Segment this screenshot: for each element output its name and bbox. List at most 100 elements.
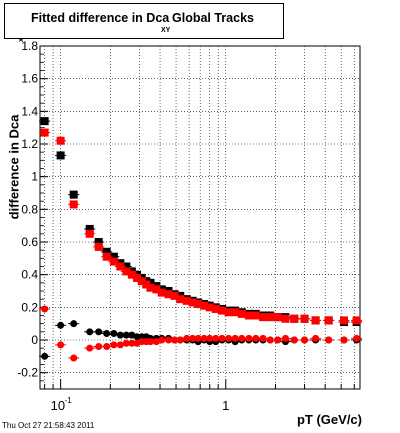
data-point-circle xyxy=(212,334,220,342)
data-point-circle xyxy=(122,339,130,347)
y-axis-label-subscript: x xyxy=(18,38,25,42)
data-point-square xyxy=(146,278,155,287)
data-point-circle xyxy=(86,344,94,352)
data-point-circle xyxy=(266,336,274,344)
data-point-circle xyxy=(238,334,246,342)
data-point-circle xyxy=(259,334,267,342)
data-point-square xyxy=(157,288,166,297)
y-tick-label: 1.2 xyxy=(21,137,38,151)
data-point-square xyxy=(122,262,131,271)
data-point-square xyxy=(194,300,203,309)
data-point-circle xyxy=(353,334,361,342)
data-point-circle xyxy=(95,343,103,351)
data-point-square xyxy=(231,308,240,317)
data-point-circle xyxy=(110,341,118,349)
data-point-square xyxy=(85,224,94,233)
data-point-square xyxy=(273,313,282,322)
data-point-circle xyxy=(225,334,233,342)
data-point-circle xyxy=(281,334,289,342)
data-point-square xyxy=(188,298,197,307)
data-point-circle xyxy=(312,334,320,342)
data-point-square xyxy=(211,304,220,313)
data-point-square xyxy=(290,314,299,323)
data-point-circle xyxy=(116,341,124,349)
data-point-square xyxy=(258,313,267,322)
y-tick-label: 0.6 xyxy=(21,235,38,249)
x-tick-label-exponent: -1 xyxy=(65,396,73,405)
data-point-square xyxy=(109,257,118,266)
data-point-circle xyxy=(103,329,111,337)
data-point-square xyxy=(122,267,131,276)
chart-title: Fitted difference in Dca xyxy=(31,11,170,25)
data-point-square xyxy=(164,290,173,299)
data-point-square xyxy=(244,311,253,320)
data-point-square xyxy=(311,316,320,325)
data-point-square xyxy=(237,309,246,318)
x-axis-label: pT (GeV/c) xyxy=(296,412,362,427)
y-tick-label: 1 xyxy=(31,170,38,184)
data-point-square xyxy=(109,252,118,261)
data-point-square xyxy=(339,316,348,325)
data-point-circle xyxy=(110,329,118,337)
data-point-circle xyxy=(218,334,226,342)
data-point-circle xyxy=(70,354,78,362)
data-point-circle xyxy=(41,305,49,313)
data-point-circle xyxy=(231,334,239,342)
data-point-circle xyxy=(301,336,309,344)
data-point-square xyxy=(146,283,155,292)
data-points xyxy=(39,117,363,362)
data-point-circle xyxy=(41,352,49,360)
data-point-circle xyxy=(290,336,298,344)
chart-title-subscript: XY xyxy=(161,27,171,34)
data-point-square xyxy=(127,270,136,279)
timestamp: Thu Oct 27 21:58:43 2011 xyxy=(2,421,95,430)
data-point-circle xyxy=(57,321,65,329)
data-point-circle xyxy=(183,334,191,342)
title-box: Fitted difference in Dca XY Global Track… xyxy=(4,3,284,39)
data-point-square xyxy=(281,314,290,323)
data-point-square xyxy=(200,301,209,310)
data-point-square xyxy=(251,311,260,320)
data-point-square xyxy=(102,247,111,256)
data-point-circle xyxy=(325,336,333,344)
y-tick-label: -0.2 xyxy=(17,366,38,380)
data-point-circle xyxy=(206,334,214,342)
data-point-circle xyxy=(274,336,282,344)
y-tick-label: 0 xyxy=(31,333,38,347)
y-tick-label: 0.8 xyxy=(21,202,38,216)
data-point-square xyxy=(94,238,103,246)
data-point-circle xyxy=(146,338,154,346)
data-point-circle xyxy=(158,336,166,344)
data-point-circle xyxy=(103,343,111,351)
data-point-circle xyxy=(176,336,184,344)
grid xyxy=(40,45,360,389)
data-point-square xyxy=(152,285,161,294)
data-point-square xyxy=(300,314,309,323)
data-point-square xyxy=(116,262,125,271)
data-point-square xyxy=(205,303,214,312)
data-point-circle xyxy=(194,334,202,342)
x-tick-label: 10 xyxy=(51,398,65,413)
data-point-circle xyxy=(171,336,179,344)
data-point-square xyxy=(142,280,151,289)
data-point-circle xyxy=(340,336,348,344)
y-tick-label: 1.8 xyxy=(21,39,38,53)
data-point-circle xyxy=(164,336,172,344)
y-tick-label: 1.6 xyxy=(21,72,38,86)
data-point-circle xyxy=(86,328,94,336)
data-point-square xyxy=(352,316,361,325)
data-point-circle xyxy=(95,328,103,336)
data-point-square xyxy=(40,117,49,126)
data-point-square xyxy=(85,229,94,238)
data-point-square xyxy=(170,291,179,300)
data-point-circle xyxy=(122,331,130,339)
x-tick-label: 1 xyxy=(222,398,229,413)
data-point-square xyxy=(69,200,78,209)
data-point-square xyxy=(137,277,146,286)
data-point-square xyxy=(102,252,111,261)
data-point-square xyxy=(56,136,65,145)
data-point-square xyxy=(40,128,49,137)
data-point-square xyxy=(56,151,65,160)
data-point-circle xyxy=(200,334,208,342)
